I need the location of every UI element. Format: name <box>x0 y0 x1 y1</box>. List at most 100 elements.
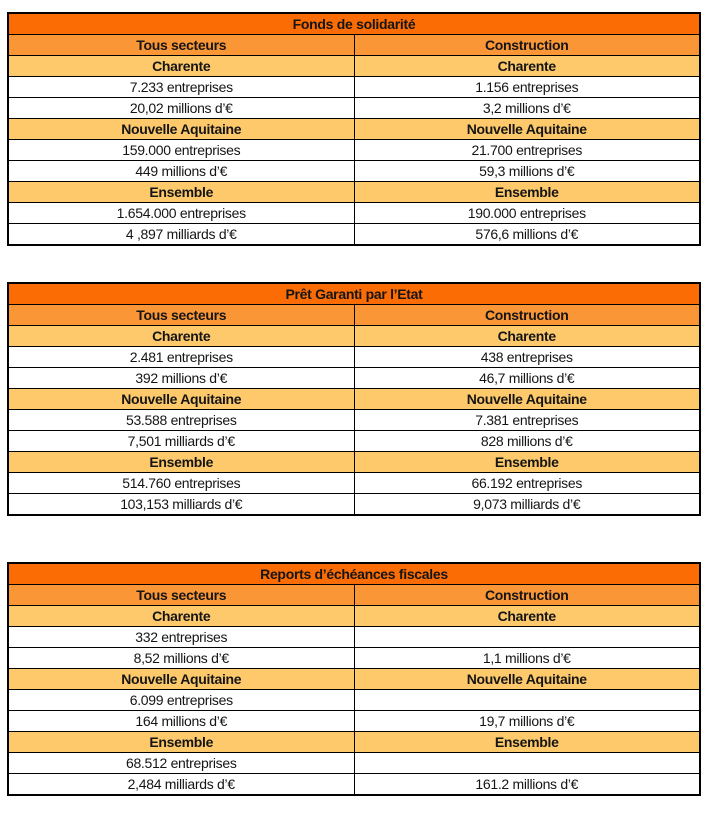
table-row: Prêt Garanti par l’Etat <box>7 282 701 305</box>
value-cell: 2,484 milliards d’€ <box>7 773 355 796</box>
value-cell: 103,153 milliards d’€ <box>7 493 355 516</box>
column-header-construction: Construction <box>353 304 701 326</box>
value-cell-empty <box>353 752 701 774</box>
table-row: 103,153 milliards d’€ 9,073 milliards d’… <box>7 493 701 516</box>
table-row: 514.760 entreprises 66.192 entreprises <box>7 472 701 494</box>
region-header-ensemble: Ensemble <box>353 181 701 203</box>
region-header-charente: Charente <box>353 605 701 627</box>
value-cell: 66.192 entreprises <box>353 472 701 494</box>
value-cell: 449 millions d’€ <box>7 160 355 182</box>
table-fonds-de-solidarite: Fonds de solidarité Tous secteurs Constr… <box>7 12 701 246</box>
table-row: 164 millions d’€ 19,7 millions d’€ <box>7 710 701 732</box>
table-reports-echeances-fiscales: Reports d’échéances fiscales Tous secteu… <box>7 562 701 796</box>
value-cell-empty <box>353 626 701 648</box>
table-row: 449 millions d’€ 59,3 millions d’€ <box>7 160 701 182</box>
region-header-charente: Charente <box>353 325 701 347</box>
region-header-charente: Charente <box>7 325 355 347</box>
region-header-nouvelle-aquitaine: Nouvelle Aquitaine <box>353 118 701 140</box>
value-cell: 159.000 entreprises <box>7 139 355 161</box>
table-title: Prêt Garanti par l’Etat <box>7 282 701 305</box>
value-cell: 514.760 entreprises <box>7 472 355 494</box>
table-row: 7,501 milliards d’€ 828 millions d’€ <box>7 430 701 452</box>
region-header-nouvelle-aquitaine: Nouvelle Aquitaine <box>7 388 355 410</box>
value-cell: 392 millions d’€ <box>7 367 355 389</box>
region-header-ensemble: Ensemble <box>7 731 355 753</box>
value-cell: 438 entreprises <box>353 346 701 368</box>
table-row: 4 ,897 milliards d’€ 576,6 millions d’€ <box>7 223 701 246</box>
table-row: 68.512 entreprises <box>7 752 701 774</box>
table-row: 53.588 entreprises 7.381 entreprises <box>7 409 701 431</box>
column-header-tous-secteurs: Tous secteurs <box>7 304 355 326</box>
value-cell: 59,3 millions d’€ <box>353 160 701 182</box>
region-header-nouvelle-aquitaine: Nouvelle Aquitaine <box>353 388 701 410</box>
value-cell: 7.381 entreprises <box>353 409 701 431</box>
table-row: 2,484 milliards d’€ 161.2 millions d’€ <box>7 773 701 796</box>
region-header-ensemble: Ensemble <box>353 451 701 473</box>
table-row: Ensemble Ensemble <box>7 181 701 203</box>
value-cell: 8,52 millions d’€ <box>7 647 355 669</box>
table-row: 6.099 entreprises <box>7 689 701 711</box>
value-cell: 53.588 entreprises <box>7 409 355 431</box>
value-cell: 4 ,897 milliards d’€ <box>7 223 355 246</box>
region-header-charente: Charente <box>7 55 355 77</box>
table-row: 7.233 entreprises 1.156 entreprises <box>7 76 701 98</box>
value-cell: 7.233 entreprises <box>7 76 355 98</box>
column-header-construction: Construction <box>353 584 701 606</box>
table-spacer <box>7 516 708 562</box>
value-cell: 3,2 millions d’€ <box>353 97 701 119</box>
region-header-nouvelle-aquitaine: Nouvelle Aquitaine <box>7 118 355 140</box>
value-cell: 164 millions d’€ <box>7 710 355 732</box>
value-cell: 1.654.000 entreprises <box>7 202 355 224</box>
region-header-charente: Charente <box>7 605 355 627</box>
column-header-construction: Construction <box>353 34 701 56</box>
value-cell: 332 entreprises <box>7 626 355 648</box>
table-row: 2.481 entreprises 438 entreprises <box>7 346 701 368</box>
table-row: Charente Charente <box>7 325 701 347</box>
table-row: 1.654.000 entreprises 190.000 entreprise… <box>7 202 701 224</box>
value-cell: 20,02 millions d’€ <box>7 97 355 119</box>
value-cell: 2.481 entreprises <box>7 346 355 368</box>
table-title: Reports d’échéances fiscales <box>7 562 701 585</box>
table-row: Nouvelle Aquitaine Nouvelle Aquitaine <box>7 388 701 410</box>
value-cell: 21.700 entreprises <box>353 139 701 161</box>
table-row: 392 millions d’€ 46,7 millions d’€ <box>7 367 701 389</box>
table-pret-garanti-etat: Prêt Garanti par l’Etat Tous secteurs Co… <box>7 282 701 516</box>
table-row: 159.000 entreprises 21.700 entreprises <box>7 139 701 161</box>
region-header-ensemble: Ensemble <box>7 451 355 473</box>
table-title: Fonds de solidarité <box>7 12 701 35</box>
table-row: 332 entreprises <box>7 626 701 648</box>
table-row: Charente Charente <box>7 55 701 77</box>
table-row: Ensemble Ensemble <box>7 451 701 473</box>
region-header-nouvelle-aquitaine: Nouvelle Aquitaine <box>353 668 701 690</box>
value-cell-empty <box>353 689 701 711</box>
table-row: Reports d’échéances fiscales <box>7 562 701 585</box>
value-cell: 1,1 millions d’€ <box>353 647 701 669</box>
table-row: Ensemble Ensemble <box>7 731 701 753</box>
value-cell: 6.099 entreprises <box>7 689 355 711</box>
value-cell: 19,7 millions d’€ <box>353 710 701 732</box>
value-cell: 1.156 entreprises <box>353 76 701 98</box>
table-row: Tous secteurs Construction <box>7 584 701 606</box>
table-row: 20,02 millions d’€ 3,2 millions d’€ <box>7 97 701 119</box>
table-row: Fonds de solidarité <box>7 12 701 35</box>
region-header-ensemble: Ensemble <box>7 181 355 203</box>
table-row: Tous secteurs Construction <box>7 304 701 326</box>
value-cell: 576,6 millions d’€ <box>353 223 701 246</box>
table-row: Nouvelle Aquitaine Nouvelle Aquitaine <box>7 668 701 690</box>
value-cell: 46,7 millions d’€ <box>353 367 701 389</box>
region-header-nouvelle-aquitaine: Nouvelle Aquitaine <box>7 668 355 690</box>
value-cell: 7,501 milliards d’€ <box>7 430 355 452</box>
table-row: Charente Charente <box>7 605 701 627</box>
column-header-tous-secteurs: Tous secteurs <box>7 34 355 56</box>
table-row: Tous secteurs Construction <box>7 34 701 56</box>
table-spacer <box>7 246 708 282</box>
region-header-ensemble: Ensemble <box>353 731 701 753</box>
region-header-charente: Charente <box>353 55 701 77</box>
value-cell: 161.2 millions d’€ <box>353 773 701 796</box>
table-row: 8,52 millions d’€ 1,1 millions d’€ <box>7 647 701 669</box>
column-header-tous-secteurs: Tous secteurs <box>7 584 355 606</box>
value-cell: 190.000 entreprises <box>353 202 701 224</box>
value-cell: 68.512 entreprises <box>7 752 355 774</box>
value-cell: 828 millions d’€ <box>353 430 701 452</box>
